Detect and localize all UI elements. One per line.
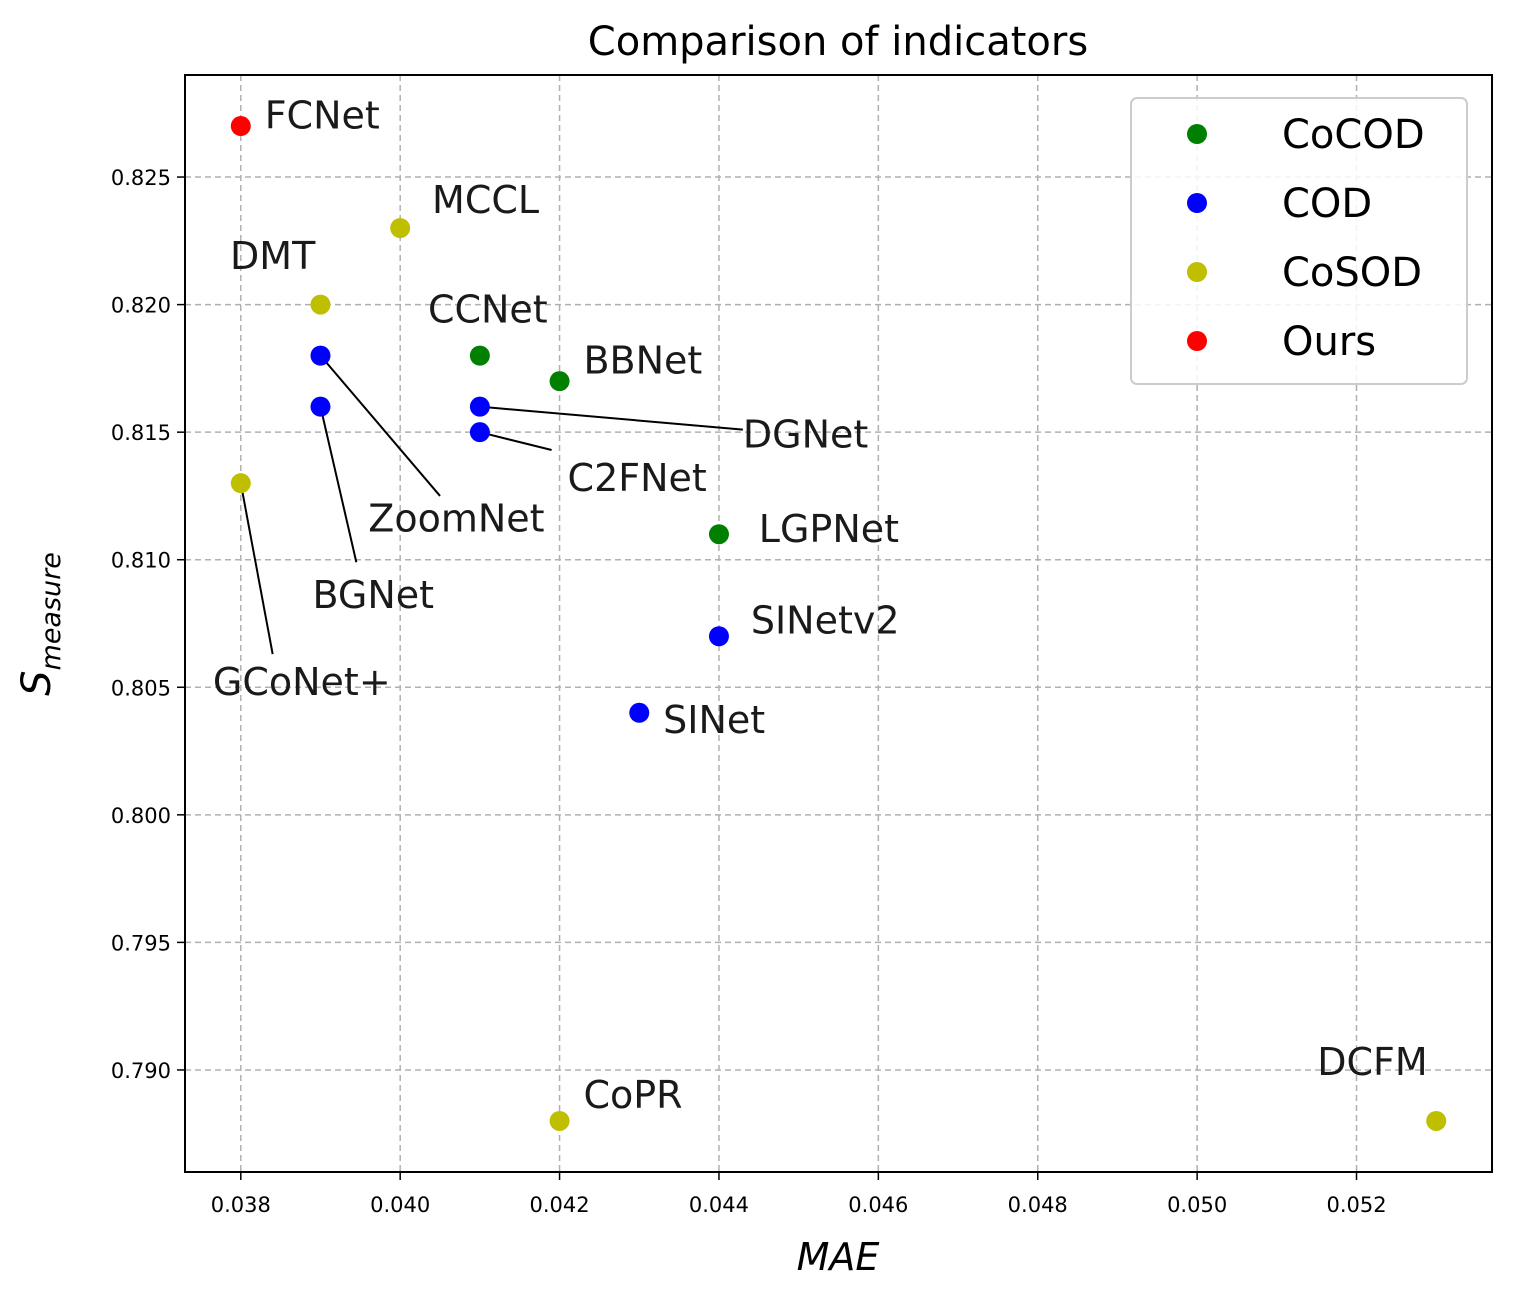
axis-ticks: 0.038 0.040 0.042 0.044 0.046 0.048 0.050 0.052… xyxy=(111,166,1387,1217)
data-point xyxy=(629,702,650,723)
data-point xyxy=(708,626,729,647)
point-label: CCNet xyxy=(428,287,548,331)
y-tick-label: 0.795 xyxy=(111,931,171,955)
data-point xyxy=(469,396,490,417)
leader-line xyxy=(239,483,274,655)
point-label: DMT xyxy=(230,234,316,278)
data-point xyxy=(469,422,490,443)
y-tick-label: 0.800 xyxy=(111,804,171,828)
leader-line xyxy=(319,406,358,563)
data-point xyxy=(1426,1110,1447,1131)
data-point xyxy=(310,345,331,366)
x-tick-label: 0.052 xyxy=(1326,1193,1386,1217)
point-label: C2FNet xyxy=(568,456,707,500)
legend-frame xyxy=(1130,97,1468,385)
plot-frame xyxy=(184,74,1493,1173)
x-tick-label: 0.038 xyxy=(211,1193,271,1217)
data-point xyxy=(549,371,570,392)
point-label: SINetv2 xyxy=(751,599,900,643)
x-tick-label: 0.044 xyxy=(689,1193,749,1217)
y-tick-label: 0.790 xyxy=(111,1059,171,1083)
legend-label: Ours xyxy=(1282,319,1376,365)
data-point xyxy=(390,218,411,239)
data-point xyxy=(310,396,331,417)
leader-line xyxy=(319,354,441,497)
point-label: DCFM xyxy=(1317,1040,1427,1084)
y-tick-label: 0.825 xyxy=(111,166,171,190)
x-tick-label: 0.042 xyxy=(530,1193,590,1217)
y-tick-label: 0.820 xyxy=(111,294,171,318)
point-label: ZoomNet xyxy=(368,497,544,541)
legend-items: CoCOD COD CoSOD Ours xyxy=(1187,112,1425,365)
point-label: LGPNet xyxy=(759,507,899,551)
y-axis-label-sub: measure xyxy=(36,552,67,670)
data-point xyxy=(230,473,251,494)
legend-marker xyxy=(1187,124,1207,144)
x-tick-label: 0.040 xyxy=(370,1193,430,1217)
point-labels: FCNet MCCL DMT CCNet BBNet ZoomNet BGNet DGNet C… xyxy=(213,94,1428,1118)
legend-label: CoSOD xyxy=(1282,250,1422,296)
legend: CoCOD COD CoSOD Ours xyxy=(1130,97,1468,385)
point-label: CoPR xyxy=(583,1073,682,1117)
x-axis-label: MAE xyxy=(797,1235,880,1279)
legend-label: CoCOD xyxy=(1282,112,1425,158)
point-label: SINet xyxy=(663,698,765,742)
leader-line xyxy=(479,405,743,431)
legend-marker xyxy=(1187,262,1207,282)
data-point xyxy=(708,524,729,545)
grid-lines xyxy=(185,75,1492,1172)
data-point xyxy=(310,294,331,315)
y-tick-label: 0.810 xyxy=(111,549,171,573)
data-points xyxy=(230,116,1447,1131)
annotation-leader-lines xyxy=(239,354,743,655)
x-tick-label: 0.046 xyxy=(848,1193,908,1217)
leader-line xyxy=(479,431,552,451)
y-axis-label-main: S xyxy=(14,670,60,695)
legend-marker xyxy=(1187,193,1207,213)
point-label: DGNet xyxy=(743,412,868,456)
data-point xyxy=(549,1110,570,1131)
legend-marker xyxy=(1187,331,1207,351)
y-axis-label: Smeasure xyxy=(14,552,67,696)
point-label: BGNet xyxy=(313,573,435,617)
x-tick-label: 0.050 xyxy=(1167,1193,1227,1217)
data-point xyxy=(469,345,490,366)
y-tick-label: 0.805 xyxy=(111,676,171,700)
point-label: FCNet xyxy=(265,94,380,138)
legend-label: COD xyxy=(1282,181,1372,227)
data-point xyxy=(230,116,251,137)
y-tick-label: 0.815 xyxy=(111,421,171,445)
chart-title: Comparison of indicators xyxy=(588,19,1088,65)
point-label: BBNet xyxy=(583,338,702,382)
x-tick-label: 0.048 xyxy=(1008,1193,1068,1217)
point-label: MCCL xyxy=(432,178,539,222)
point-label: GCoNet+ xyxy=(213,660,391,704)
